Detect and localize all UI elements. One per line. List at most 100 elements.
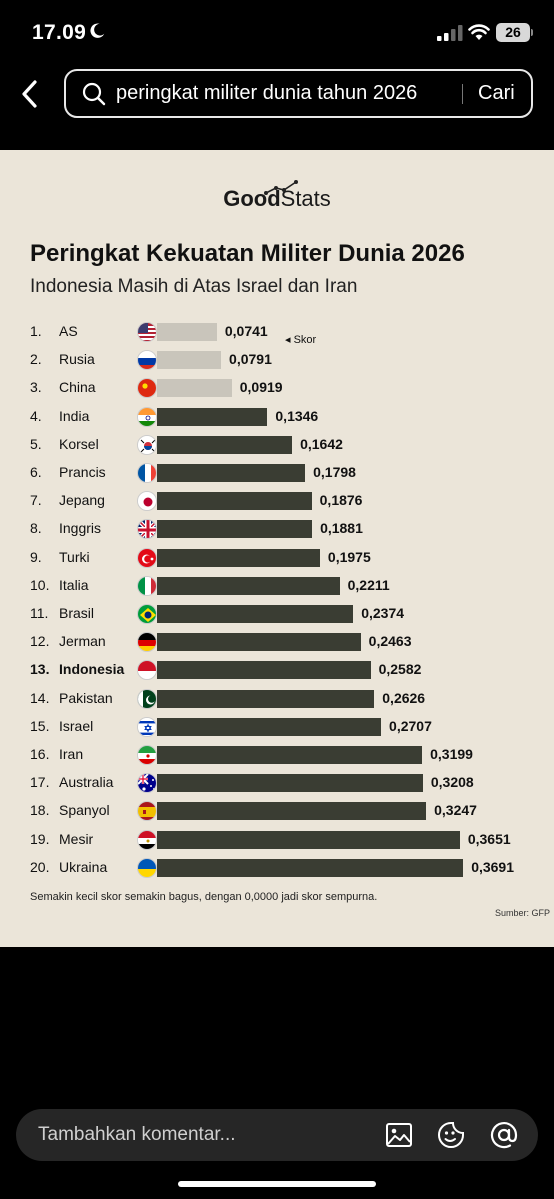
chart-title: Peringkat Kekuatan Militer Dunia 2026 xyxy=(30,240,465,267)
score-value: 0,0791 xyxy=(229,351,272,368)
score-value: 0,3691 xyxy=(471,858,515,875)
logo-stats: Stats xyxy=(280,186,331,211)
score-value: 0,2582 xyxy=(378,661,422,678)
rank-number: 2. xyxy=(30,351,42,368)
chart-subtitle: Indonesia Masih di Atas Israel dan Iran xyxy=(30,276,358,297)
country-name: Ukraina xyxy=(59,858,108,875)
score-bar xyxy=(157,633,361,652)
status-bar: 17.09 26 xyxy=(0,0,554,66)
source: Sumber: GFP xyxy=(494,908,550,918)
country-name: China xyxy=(59,379,96,396)
ranking-row: 14. Pakistan 0,2626 xyxy=(0,688,554,709)
score-value: 0,1881 xyxy=(320,520,363,537)
moon-icon xyxy=(90,23,105,38)
flag-il-icon xyxy=(137,716,157,737)
ranking-row: 15. Israel 0,2707 xyxy=(0,716,554,737)
flag-eg-icon xyxy=(137,829,157,850)
flag-ru-icon xyxy=(137,350,157,371)
rank-number: 3. xyxy=(30,379,42,396)
score-bar xyxy=(157,661,371,680)
score-bar xyxy=(157,351,222,370)
search-input[interactable] xyxy=(116,71,461,116)
flag-jp-icon xyxy=(137,491,157,512)
flag-in-icon xyxy=(137,406,157,427)
country-name: Italia xyxy=(59,576,89,593)
country-name: Brasil xyxy=(59,605,95,621)
comment-input[interactable] xyxy=(38,1109,378,1161)
battery-nub xyxy=(531,29,533,36)
flag-id-icon xyxy=(137,660,157,681)
flag-ir-icon xyxy=(137,745,157,765)
rank-number: 17. xyxy=(30,774,50,791)
score-value: 0,0741 xyxy=(224,323,268,339)
search-bar: Cari xyxy=(64,69,533,118)
rank-number: 11. xyxy=(30,605,49,621)
flag-it-icon xyxy=(137,575,157,596)
ranking-row: 3. China 0,0919 xyxy=(0,378,554,399)
logo-chart-icon xyxy=(264,180,298,195)
rank-number: 6. xyxy=(30,464,42,480)
mention-icon[interactable] xyxy=(490,1121,518,1149)
rank-number: 12. xyxy=(30,633,50,650)
score-bar xyxy=(157,605,354,623)
comment-bar xyxy=(16,1109,538,1161)
home-indicator xyxy=(178,1181,376,1187)
score-bar xyxy=(157,689,375,708)
country-name: AS xyxy=(59,323,78,339)
country-name: Australia xyxy=(59,774,114,791)
score-value: 0,3247 xyxy=(434,802,477,819)
rank-number: 19. xyxy=(30,830,50,847)
score-value: 0,1975 xyxy=(327,548,371,565)
score-bar xyxy=(157,746,423,764)
ranking-row: 6. Prancis 0,1798 xyxy=(0,463,554,483)
rank-number: 15. xyxy=(30,717,50,734)
back-arrow-icon[interactable] xyxy=(18,78,44,110)
country-name: Israel xyxy=(59,717,94,734)
ranking-row: 2. Rusia 0,0791 xyxy=(0,350,554,371)
rank-number: 20. xyxy=(30,858,50,875)
country-name: Jepang xyxy=(59,492,105,509)
score-bar xyxy=(157,407,268,426)
rank-number: 7. xyxy=(30,492,42,509)
ranking-row: 5. Korsel 0,1642 xyxy=(0,434,554,455)
ranking-row: 13. Indonesia 0,2582 xyxy=(0,660,554,681)
country-name: Iran xyxy=(59,746,84,762)
search-divider xyxy=(462,84,463,104)
ranking-row: 4. India 0,1346 xyxy=(0,406,554,427)
image-icon[interactable] xyxy=(385,1121,413,1149)
search-button[interactable]: Cari xyxy=(478,82,515,104)
flag-br-icon xyxy=(137,604,157,624)
status-time: 17.09 xyxy=(32,21,87,44)
score-bar xyxy=(157,435,293,454)
score-value: 0,3651 xyxy=(467,830,511,847)
score-value: 0,2707 xyxy=(389,717,432,734)
score-bar xyxy=(157,548,320,567)
skor-label: ◂ Skor xyxy=(285,334,317,346)
score-value: 0,2374 xyxy=(361,605,405,621)
rank-number: 13. xyxy=(30,661,50,678)
country-name: Rusia xyxy=(59,351,95,368)
score-bar xyxy=(157,830,460,849)
ranking-row: 19. Mesir 0,3651 xyxy=(0,829,554,850)
score-value: 0,3208 xyxy=(430,774,474,791)
ranking-row: 9. Turki 0,1975 xyxy=(0,547,554,568)
ranking-row: 18. Spanyol 0,3247 xyxy=(0,801,554,822)
ranking-row: 8. Inggris 0,1881 xyxy=(0,519,554,540)
sticker-icon[interactable] xyxy=(437,1121,465,1149)
infographic-image: GoodStats Peringkat Kekuatan Militer Dun… xyxy=(0,150,554,947)
score-bar xyxy=(157,576,340,595)
flag-au-icon xyxy=(137,773,157,794)
score-value: 0,1642 xyxy=(300,435,343,452)
score-bar xyxy=(157,464,306,482)
rank-number: 8. xyxy=(30,520,42,537)
score-bar xyxy=(157,802,427,821)
score-bar xyxy=(157,717,382,736)
country-name: Mesir xyxy=(59,830,94,847)
rank-number: 16. xyxy=(30,746,50,762)
country-name: Spanyol xyxy=(59,802,110,819)
country-name: India xyxy=(59,407,90,424)
score-bar xyxy=(157,323,217,341)
goodstats-logo: GoodStats xyxy=(0,186,554,212)
ranking-row: 12. Jerman 0,2463 xyxy=(0,632,554,653)
country-name: Korsel xyxy=(59,435,99,452)
